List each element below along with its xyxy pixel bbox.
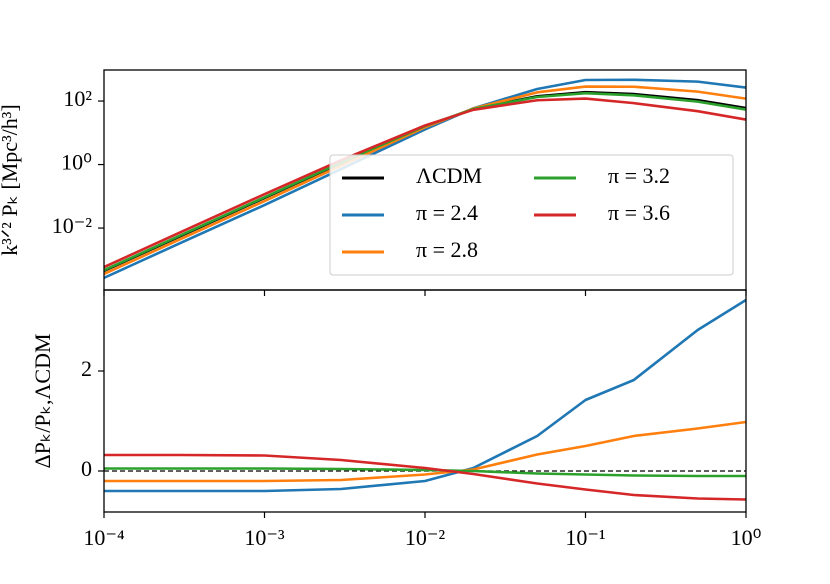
series-line xyxy=(104,298,746,493)
y-tick-label: 2 xyxy=(81,356,92,381)
x-tick-label: 10⁻³ xyxy=(244,525,285,550)
legend-box xyxy=(329,154,734,276)
series-line xyxy=(104,420,746,483)
y-tick-label: 0 xyxy=(81,456,92,481)
legend-label: ΛCDM xyxy=(416,163,482,188)
y-tick-label: 10⁰ xyxy=(61,150,92,175)
y-axis-label: ΔPₖ/Pₖ,ΛCDM xyxy=(30,333,55,468)
y-axis-label: k³ᐟ² Pₖ [Mpc³/h³] xyxy=(0,104,22,255)
x-tick-label: 10⁻⁴ xyxy=(83,525,125,550)
legend-label: π = 3.2 xyxy=(608,163,670,188)
legend-label: π = 2.8 xyxy=(416,237,478,262)
series-line xyxy=(104,467,746,478)
legend-label: π = 3.6 xyxy=(608,200,670,225)
y-tick-label: 10⁻² xyxy=(52,213,93,238)
x-tick-label: 10⁻¹ xyxy=(565,525,605,550)
plot-area xyxy=(104,298,746,501)
series-line xyxy=(104,97,746,269)
y-tick-label: 10² xyxy=(63,86,92,111)
series-line xyxy=(104,453,746,501)
x-tick-label: 10⁻² xyxy=(405,525,446,550)
plot-area xyxy=(104,78,746,280)
legend-label: π = 2.4 xyxy=(416,200,478,225)
plot-frame xyxy=(103,289,747,513)
x-tick-label: 10⁰ xyxy=(731,525,762,550)
